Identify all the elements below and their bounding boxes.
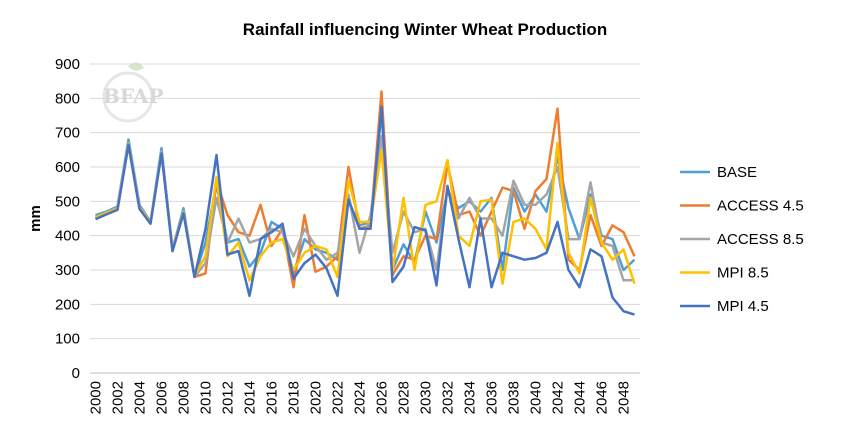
watermark-text: BFAP xyxy=(103,84,164,108)
x-tick-label: 2028 xyxy=(396,381,413,414)
y-tick-label: 200 xyxy=(55,296,80,313)
x-tick-label: 2026 xyxy=(374,381,391,414)
x-tick-label: 2036 xyxy=(484,381,501,414)
x-tick-label: 2038 xyxy=(506,381,523,414)
y-tick-label: 800 xyxy=(55,90,80,107)
x-tick-label: 2048 xyxy=(616,381,633,414)
x-tick-label: 2042 xyxy=(550,381,567,414)
legend-label: BASE xyxy=(717,164,757,181)
series-lines xyxy=(94,90,636,316)
chart-title: Rainfall influencing Winter Wheat Produc… xyxy=(243,20,607,39)
x-axis-ticks: 2000 2002 2004 2006 2008 2010 2012 2014 2016 2018… xyxy=(88,381,633,414)
x-tick-label: 2044 xyxy=(572,381,589,414)
series-line-mpi-4-5 xyxy=(95,105,635,316)
x-tick-label: 2020 xyxy=(308,381,325,414)
y-tick-label: 500 xyxy=(55,193,80,210)
legend-label: ACCESS 4.5 xyxy=(717,198,804,215)
x-tick-label: 2024 xyxy=(352,381,369,414)
x-tick-label: 2034 xyxy=(462,381,479,414)
legend-label: MPI 4.5 xyxy=(717,298,769,315)
series-line-mpi-8-5 xyxy=(95,141,636,285)
series-line-access-8-5 xyxy=(95,134,635,282)
y-tick-label: 700 xyxy=(55,125,80,142)
x-tick-label: 2008 xyxy=(176,381,193,414)
y-tick-label: 900 xyxy=(55,56,80,73)
x-tick-label: 2040 xyxy=(528,381,545,414)
x-tick-label: 2010 xyxy=(198,381,215,414)
x-tick-label: 2032 xyxy=(440,381,457,414)
x-tick-label: 2006 xyxy=(154,381,171,414)
y-tick-label: 600 xyxy=(55,159,80,176)
legend-label: ACCESS 8.5 xyxy=(717,231,804,248)
bfap-logo-watermark: BFAP xyxy=(102,62,164,123)
legend: BASE ACCESS 4.5 ACCESS 8.5 MPI 8.5 MPI 4.5 xyxy=(680,164,804,315)
y-tick-label: 400 xyxy=(55,228,80,245)
x-tick-label: 2030 xyxy=(418,381,435,414)
x-tick-label: 2002 xyxy=(110,381,127,414)
x-tick-label: 2012 xyxy=(220,381,237,414)
legend-label: MPI 8.5 xyxy=(717,265,769,282)
x-tick-label: 2016 xyxy=(264,381,281,414)
gridlines xyxy=(90,63,640,340)
y-axis-ticks: 0 100 200 300 400 500 600 700 800 900 xyxy=(55,56,80,382)
x-tick-label: 2000 xyxy=(88,381,105,414)
x-tick-label: 2046 xyxy=(594,381,611,414)
x-tick-label: 2018 xyxy=(286,381,303,414)
x-tick-label: 2014 xyxy=(242,381,259,414)
y-tick-label: 0 xyxy=(72,365,80,382)
y-tick-label: 300 xyxy=(55,262,80,279)
x-tick-label: 2004 xyxy=(132,381,149,414)
x-tick-label: 2022 xyxy=(330,381,347,414)
y-axis-label: mm xyxy=(27,205,44,232)
y-tick-label: 100 xyxy=(55,331,80,348)
